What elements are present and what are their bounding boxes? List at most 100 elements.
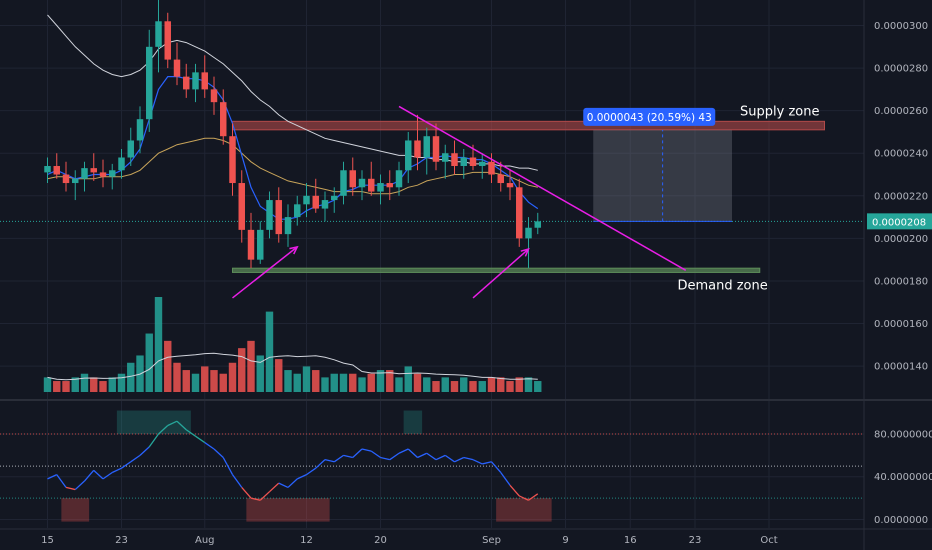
candle-body[interactable] [210,89,218,103]
rsi-line-segment [84,469,95,482]
demand-zone-rect[interactable] [232,267,761,273]
candle-body[interactable] [386,183,393,188]
candle-body[interactable] [405,140,412,171]
supply-zone-label: Supply zone [740,104,819,119]
candle-body[interactable] [173,59,181,77]
candle-body[interactable] [423,136,430,158]
volume-bar [80,373,89,392]
candle-body[interactable] [238,183,245,230]
demand-zone-label: Demand zone [677,278,767,293]
candle-body[interactable] [127,140,134,158]
candle-body[interactable] [201,72,208,90]
price-tick-label: 0.0000300 [874,21,928,32]
rsi-line-segment [241,486,252,499]
candle-body[interactable] [229,136,236,184]
price-tick-label: 0.0000260 [874,106,928,117]
rsi-line-segment [500,472,511,486]
candle-body[interactable] [294,204,301,218]
candle-body[interactable] [460,157,467,167]
candle-body[interactable] [81,168,88,179]
rsi-line-segment [352,448,363,459]
measure-box[interactable] [593,129,732,222]
candle-body[interactable] [247,229,255,260]
descending-trendline[interactable] [398,105,687,271]
candle-body[interactable] [516,187,523,239]
volume-bar [201,366,209,392]
arrow-line[interactable] [472,248,529,299]
volume-bar [487,377,496,392]
candle-body[interactable] [469,157,477,167]
time-tick-label: Aug [195,535,215,546]
candle-body[interactable] [53,166,60,175]
volume-bar [117,373,126,392]
candle-body[interactable] [349,170,356,188]
volume-bar [275,359,283,392]
candle-body[interactable] [118,157,125,171]
candle-body[interactable] [312,195,319,209]
candle-body[interactable] [164,21,171,60]
time-tick-label: Oct [760,535,777,546]
volume-bar [228,362,237,392]
candle-body[interactable] [257,229,264,260]
candle-body[interactable] [90,168,97,173]
volume-bar [413,373,422,392]
rsi-line-segment [287,478,298,488]
candle-body[interactable] [136,119,144,141]
volume-bar [145,333,153,392]
candle-body[interactable] [497,174,504,184]
rsi-line-segment [74,480,85,491]
rsi-line-segment [398,448,409,454]
rsi-line-segment [231,474,243,488]
volume-bar [284,370,292,392]
candle-body[interactable] [44,166,51,173]
candle-body[interactable] [506,183,514,188]
candle-body[interactable] [432,136,440,162]
time-tick-label: 20 [374,535,387,546]
candle-body[interactable] [479,161,486,167]
rsi-line-segment [343,454,353,459]
candle-body[interactable] [488,161,495,175]
volume-bar [395,377,403,392]
rsi-tick-label: 80.0000000 [874,430,932,441]
volume-bar [358,377,366,392]
candle-body[interactable] [155,21,162,47]
arrow-line[interactable] [232,246,298,299]
volume-bar [71,377,79,392]
candle-body[interactable] [192,72,199,90]
time-tick-label: 12 [300,535,313,546]
candle-body[interactable] [183,76,190,90]
time-tick-label: 15 [41,535,54,546]
candle-body[interactable] [358,178,366,188]
price-tick-label: 0.0000220 [874,191,928,202]
candle-body[interactable] [275,200,282,235]
candle-body[interactable] [62,174,70,184]
candle-body[interactable] [340,170,347,196]
candle-body[interactable] [414,140,421,158]
volume-bar [302,366,311,392]
volume-bar [265,311,274,392]
candle-body[interactable] [303,195,310,205]
candle-body[interactable] [395,170,403,188]
candle-body[interactable] [451,153,458,167]
candle-body[interactable] [331,195,338,201]
candle-body[interactable] [146,46,153,120]
candle-body[interactable] [377,183,384,192]
rsi-oversold-zone [496,498,552,522]
candle-body[interactable] [368,178,375,192]
candle-body[interactable] [266,200,273,230]
candle-body[interactable] [321,200,329,209]
candle-body[interactable] [534,221,541,228]
candle-body[interactable] [284,217,292,235]
rsi-line-segment [139,446,150,456]
candle-body[interactable] [109,170,116,177]
candle-body[interactable] [442,153,449,162]
supply-zone-rect[interactable] [232,120,825,131]
volume-bar [432,381,440,392]
measure-badge [583,107,716,126]
candle-body[interactable] [72,178,79,184]
rsi-line-segment [259,491,270,501]
candle-body[interactable] [220,102,227,137]
candle-body[interactable] [99,172,107,177]
candle-body[interactable] [525,227,532,239]
